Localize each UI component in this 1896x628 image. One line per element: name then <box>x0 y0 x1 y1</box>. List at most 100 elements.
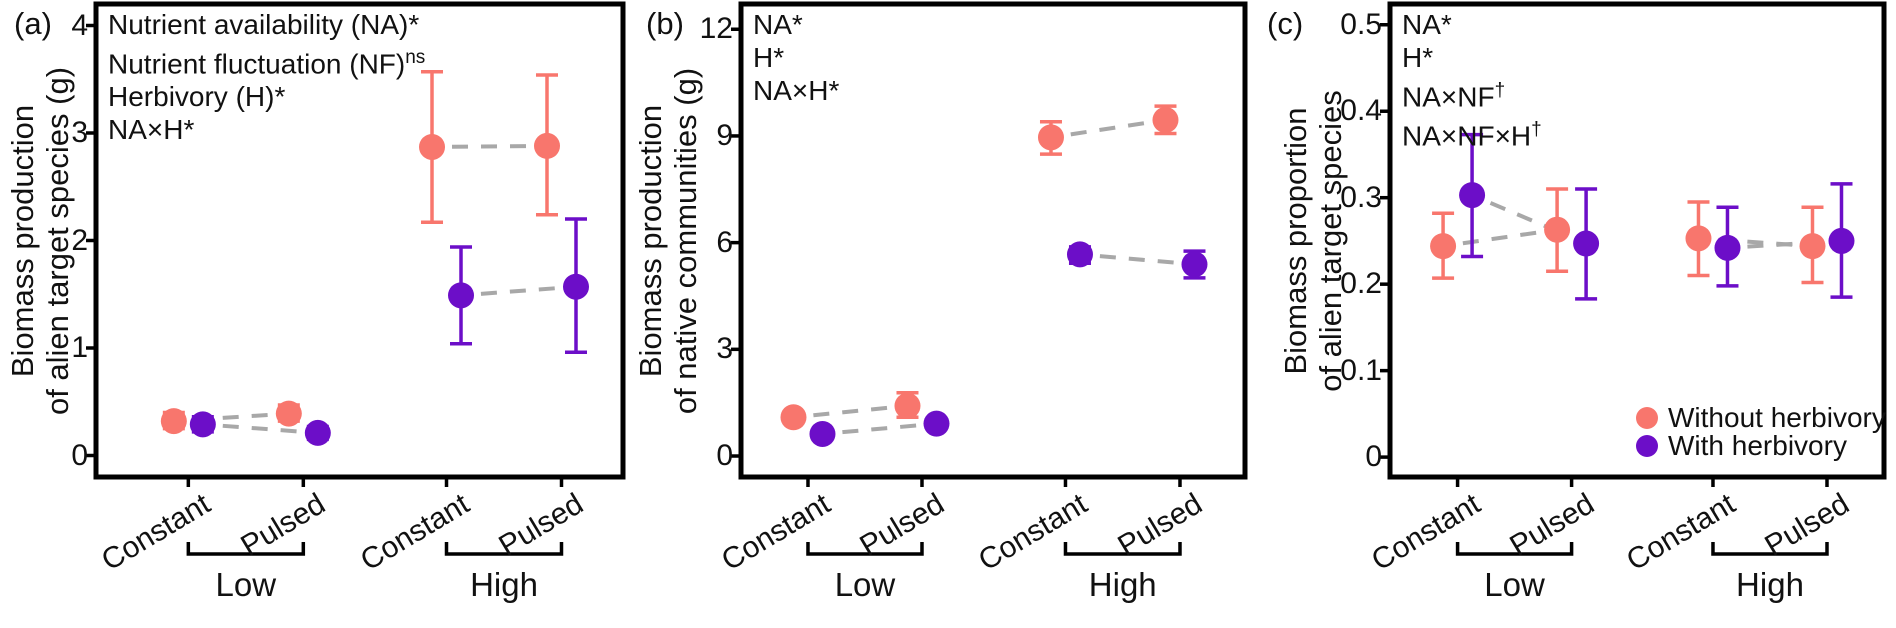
data-point <box>1828 227 1855 254</box>
data-point <box>1714 234 1741 261</box>
data-point <box>1459 182 1486 209</box>
data-point <box>160 408 187 435</box>
group-label: High <box>470 566 538 603</box>
annotation-text: NA* <box>753 9 803 40</box>
annotation-block: NA* H* NA×H* <box>753 8 839 107</box>
y-tick-label: 1 <box>71 331 88 364</box>
y-axis-label-line: of alien target species <box>1313 89 1348 392</box>
group-label: Low <box>834 566 896 603</box>
annotation-text: Herbivory (H)* <box>108 81 286 113</box>
y-tick-label: 4 <box>71 8 88 42</box>
annotation-line: NA×H* <box>108 113 425 146</box>
legend-label: With herbivory <box>1668 430 1847 461</box>
x-tick-label: Pulsed <box>493 487 590 563</box>
group-bracket <box>444 542 564 556</box>
group-bracket <box>1063 542 1182 556</box>
y-axis-label-line: Biomass proportion <box>1278 106 1313 375</box>
annotation-superscript: † <box>1494 80 1506 101</box>
annotation-line: NA×H* <box>753 74 839 107</box>
annotation-text: NA×NF <box>1402 81 1495 113</box>
annotation-line: Herbivory (H)* <box>108 80 425 113</box>
data-point <box>419 133 446 160</box>
y-tick-label: 0.2 <box>1340 267 1382 301</box>
annotation-text: NA×H* <box>753 75 840 106</box>
group-bracket <box>1455 542 1574 556</box>
y-tick-label: 6 <box>716 225 733 259</box>
connector-line <box>813 405 888 418</box>
data-point <box>1573 230 1600 257</box>
group-label: High <box>1736 566 1804 603</box>
group-bracket <box>1711 542 1829 556</box>
data-point <box>809 420 836 447</box>
y-tick-label: 0.1 <box>1340 353 1382 387</box>
data-point <box>1685 225 1712 252</box>
data-point <box>1152 106 1179 133</box>
data-point <box>923 410 950 437</box>
connector-line <box>1099 254 1175 265</box>
plot-box <box>738 1 1248 480</box>
y-tick-label: 0 <box>1365 440 1382 474</box>
panel-label: (b) <box>646 6 684 41</box>
y-axis-label-line: of native communities (g) <box>668 67 703 414</box>
data-point <box>1430 233 1457 260</box>
annotation-text: H* <box>753 42 785 73</box>
panel-label: (a) <box>14 6 52 41</box>
y-axis-label: Biomass proportion of alien target specie… <box>1278 0 1348 551</box>
annotation-superscript: † <box>1531 119 1542 141</box>
group-bracket <box>186 542 306 556</box>
y-tick-label: 12 <box>699 12 733 46</box>
data-point <box>1544 216 1571 243</box>
y-tick-label: 3 <box>716 332 733 366</box>
data-point <box>304 419 331 446</box>
y-tick-label: 3 <box>71 116 88 149</box>
connector-line <box>1070 120 1147 137</box>
annotation-text: NA×H* <box>108 114 195 146</box>
y-tick-label: 0.5 <box>1340 7 1382 41</box>
legend-item: Without herbivory <box>1636 402 1886 433</box>
annotation-line: NA×NF† <box>1402 74 1542 113</box>
data-point <box>1037 124 1064 151</box>
data-point <box>894 392 921 419</box>
connector-line <box>451 144 528 149</box>
y-tick-label: 9 <box>716 118 733 152</box>
data-point <box>780 404 807 431</box>
annotation-line: Nutrient fluctuation (NF)ns <box>108 41 425 80</box>
annotation-superscript: ns <box>405 47 426 68</box>
legend-swatch-with <box>1636 435 1658 457</box>
y-tick-label: 0.3 <box>1340 180 1382 214</box>
annotation-line: H* <box>753 41 839 74</box>
plot-box <box>1387 1 1887 480</box>
y-tick-label: 0.4 <box>1340 94 1382 128</box>
y-axis-label: Biomass production of alien target specie… <box>5 0 75 551</box>
annotation-text: NA* <box>1402 9 1452 40</box>
data-point <box>562 273 589 300</box>
group-label: Low <box>215 566 277 603</box>
y-axis-label-line: of alien target species (g) <box>40 66 75 415</box>
data-point <box>533 132 560 159</box>
annotation-text: NA×NF×H <box>1402 120 1532 152</box>
y-axis-label-line: Biomass production <box>633 104 668 377</box>
data-point <box>189 411 216 438</box>
legend-swatch-without <box>1636 407 1658 429</box>
data-point <box>448 282 475 309</box>
annotation-line: NA×NF×H† <box>1402 113 1542 152</box>
legend-item: With herbivory <box>1636 430 1847 461</box>
data-point <box>1181 251 1208 278</box>
connector-line <box>842 423 917 435</box>
annotation-line: NA* <box>753 8 839 41</box>
group-label: High <box>1088 566 1157 603</box>
data-point <box>1066 241 1093 268</box>
data-point <box>275 400 302 427</box>
y-axis-label-line: Biomass production <box>5 104 40 377</box>
annotation-text: H* <box>1402 42 1434 73</box>
x-tick-label: Pulsed <box>1759 487 1855 563</box>
y-tick-label: 2 <box>71 223 88 257</box>
y-tick-label: 0 <box>716 439 733 473</box>
annotation-line: H* <box>1402 41 1542 74</box>
annotation-line: Nutrient availability (NA)* <box>108 8 425 41</box>
x-tick-label: Pulsed <box>1112 487 1208 563</box>
annotation-block: Nutrient availability (NA)* Nutrient fluc… <box>108 8 425 146</box>
